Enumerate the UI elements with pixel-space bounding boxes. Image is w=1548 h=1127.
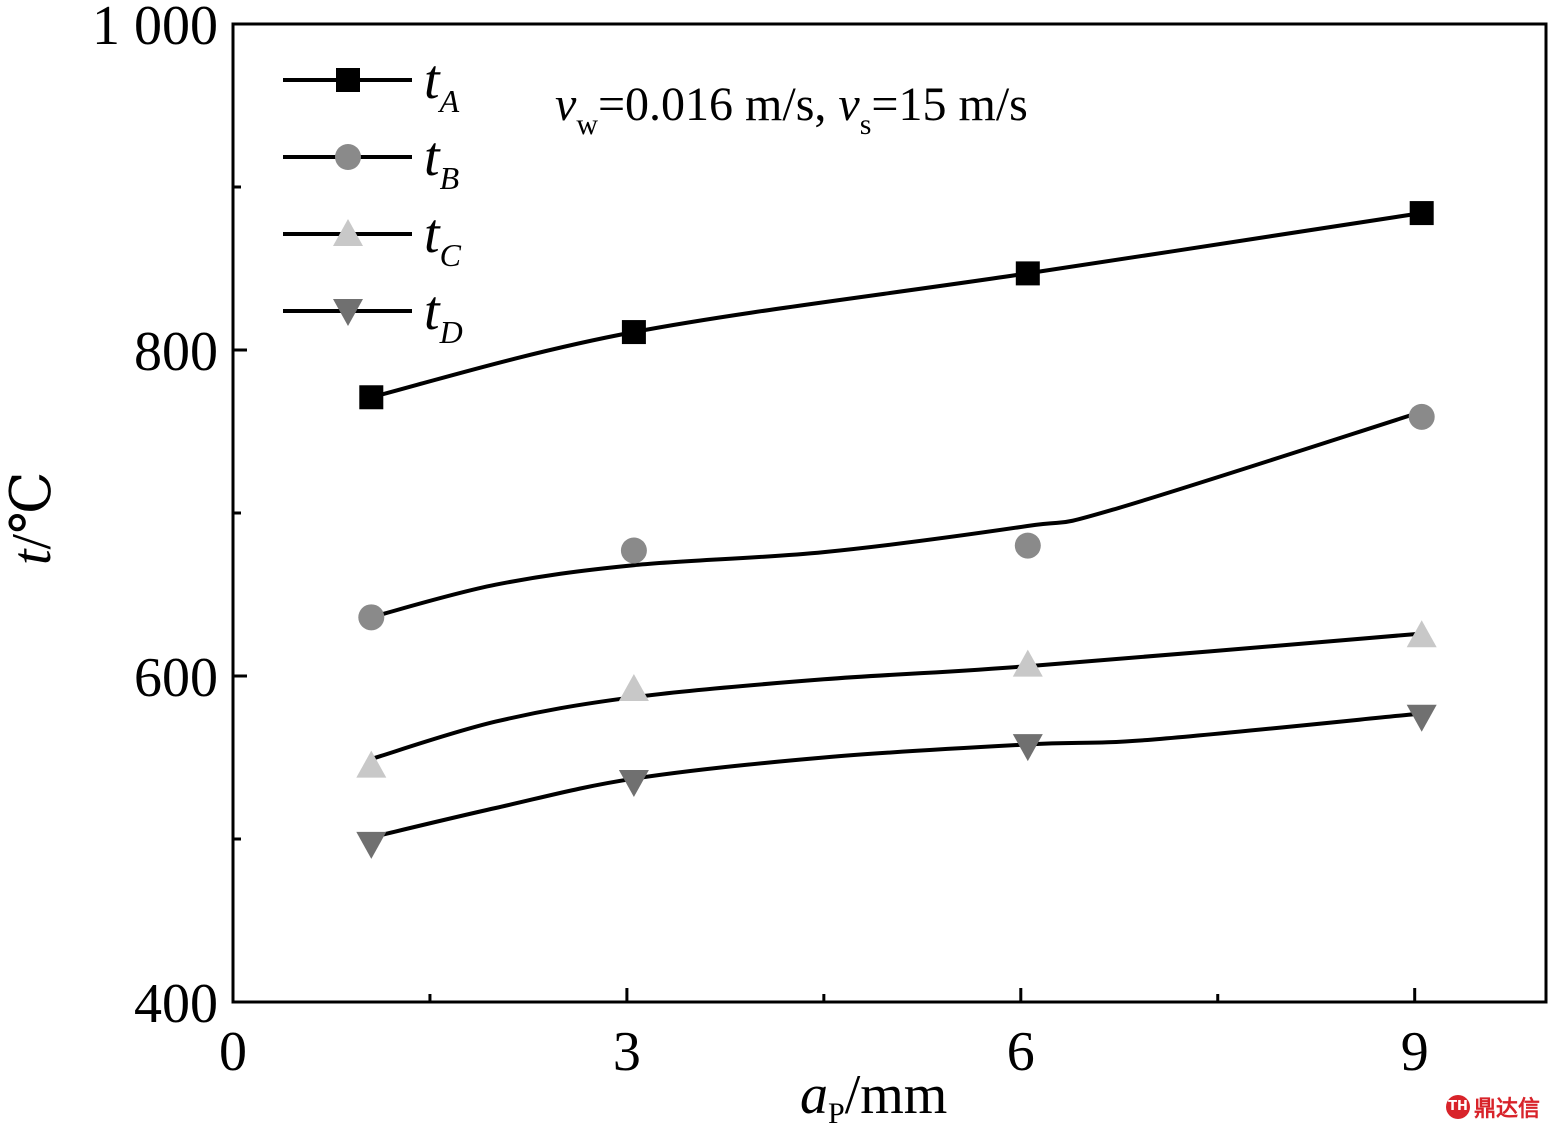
legend-item-a: tA <box>283 49 460 119</box>
x-axis-ticks <box>231 988 1417 1002</box>
y-axis-label: t/℃ <box>1 471 63 565</box>
legend-item-c: tC <box>283 203 462 273</box>
legend-label-d: tD <box>424 280 463 350</box>
data-point-c-2 <box>1012 649 1043 677</box>
data-point-a-1 <box>621 320 646 345</box>
annotation-part-2: =0.016 m/s, <box>598 78 838 131</box>
x-axis-tick-labels: 0 3 6 9 <box>219 1021 1429 1083</box>
legend-item-d: tD <box>283 280 463 350</box>
annotation-part-0: v <box>555 78 577 131</box>
x-axis-label: aP/mm <box>800 1064 947 1127</box>
y-axis-tick-labels: 400 600 800 1 000 <box>92 0 218 1035</box>
data-point-d-1 <box>618 769 649 797</box>
data-point-d-3 <box>1406 704 1437 732</box>
legend-marker-a <box>336 68 360 92</box>
data-point-c-1 <box>618 674 649 702</box>
legend-label-a: tA <box>424 49 460 119</box>
legend-label-c: tC <box>424 203 462 273</box>
fit-line-c <box>370 631 1422 762</box>
y-axis-ticks <box>233 22 247 1004</box>
fit-line-a <box>370 211 1422 400</box>
data-point-d-0 <box>356 831 387 859</box>
watermark: TH 鼎达信 <box>1445 1093 1540 1122</box>
watermark-text: 鼎达信 <box>1473 1097 1540 1122</box>
legend-item-b: tB <box>283 126 459 196</box>
legend-marker-c <box>333 219 363 246</box>
x-tick-label-1: 3 <box>613 1021 641 1083</box>
y-tick-label-3: 1 000 <box>92 0 218 57</box>
watermark-logo-icon: TH <box>1445 1095 1470 1119</box>
x-tick-label-0: 0 <box>219 1021 247 1083</box>
fit-curves <box>370 211 1422 840</box>
x-tick-label-3: 9 <box>1401 1021 1429 1083</box>
y-tick-label-0: 400 <box>134 973 218 1035</box>
data-point-b-3 <box>1408 403 1435 430</box>
data-point-a-0 <box>359 385 384 410</box>
data-point-b-0 <box>358 604 385 631</box>
data-point-b-2 <box>1014 532 1041 559</box>
condition-annotation: vw=0.016 m/s, vs=15 m/s <box>555 78 1028 141</box>
fit-line-b <box>370 409 1422 620</box>
annotation-part-3: v <box>838 78 860 131</box>
y-tick-label-1: 600 <box>134 647 218 709</box>
x-axis-label-unit: /mm <box>845 1064 948 1126</box>
x-tick-label-2: 6 <box>1007 1021 1035 1083</box>
x-axis-label-var: a <box>800 1064 828 1126</box>
data-point-b-1 <box>620 537 647 564</box>
data-point-a-3 <box>1409 201 1434 226</box>
data-point-c-0 <box>356 750 387 778</box>
legend-marker-d <box>333 299 363 326</box>
y-axis-label-var: t <box>1 548 63 565</box>
data-point-d-2 <box>1012 734 1043 762</box>
data-point-c-3 <box>1406 620 1437 648</box>
data-point-a-2 <box>1015 261 1040 286</box>
annotation-part-1: w <box>576 108 598 141</box>
fit-line-d <box>370 711 1422 840</box>
y-tick-label-2: 800 <box>134 321 218 383</box>
x-axis-label-sub: P <box>828 1097 845 1127</box>
annotation-part-5: =15 m/s <box>871 78 1027 131</box>
y-axis-label-unit: /℃ <box>1 471 63 549</box>
legend-marker-b <box>335 144 361 170</box>
annotation-part-4: s <box>860 108 872 141</box>
data-markers <box>356 201 1437 859</box>
legend-label-b: tB <box>424 126 459 196</box>
